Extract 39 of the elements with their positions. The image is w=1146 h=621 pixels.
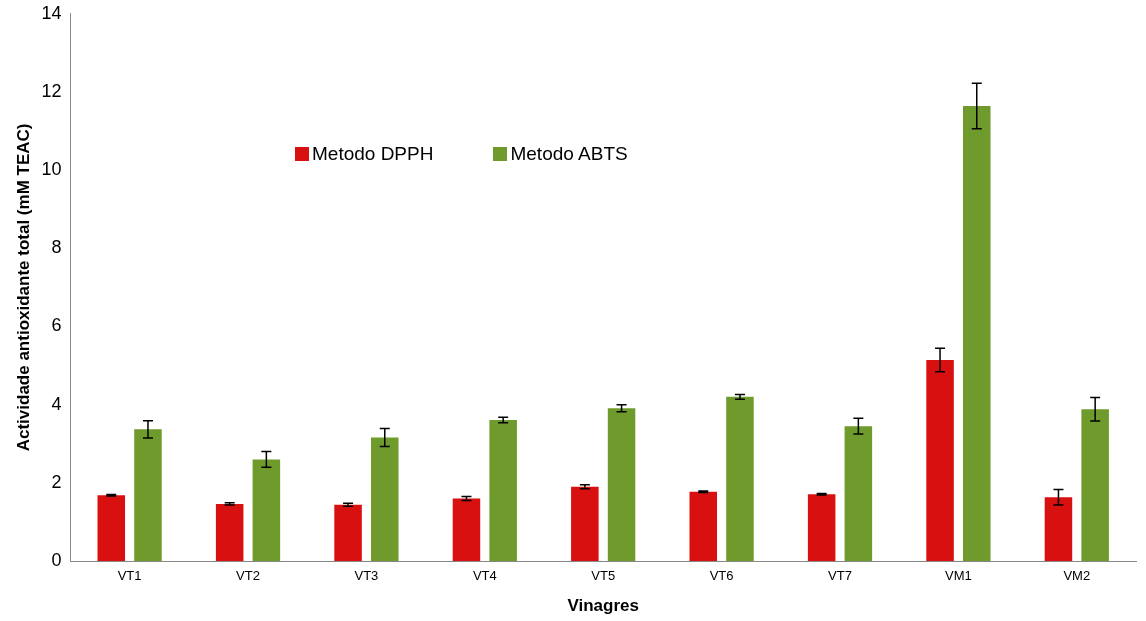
bar xyxy=(962,106,991,561)
bar xyxy=(371,437,399,561)
bar xyxy=(334,504,362,561)
y-tick-label: 6 xyxy=(51,315,62,336)
legend-label: Metodo ABTS xyxy=(509,143,628,165)
y-tick-label: 8 xyxy=(51,237,62,258)
bar xyxy=(807,494,836,561)
bar xyxy=(489,419,517,561)
x-tick-label: VT5 xyxy=(591,568,616,584)
bar xyxy=(571,486,599,561)
y-tick-label: 0 xyxy=(51,549,62,570)
y-axis-title: Actividade antioxidante total (mM TEAC) xyxy=(13,123,33,452)
x-tick-label: VT1 xyxy=(117,568,142,584)
legend-label: Metodo DPPH xyxy=(311,143,434,165)
bar xyxy=(726,396,754,561)
bar xyxy=(134,429,162,561)
x-tick-label: VT2 xyxy=(236,568,260,584)
bar xyxy=(689,491,718,561)
x-axis-title: Vinagres xyxy=(567,596,639,616)
y-tick-label: 12 xyxy=(41,80,62,101)
bar xyxy=(1044,497,1073,561)
bar xyxy=(452,498,481,561)
y-tick-label: 2 xyxy=(51,471,62,492)
bar xyxy=(844,426,873,561)
bar xyxy=(607,408,636,561)
bar xyxy=(1081,409,1109,561)
bar xyxy=(215,503,244,561)
x-tick-label: VT3 xyxy=(354,568,379,584)
y-tick-label: 14 xyxy=(41,2,62,23)
bar xyxy=(926,360,954,561)
y-tick-label: 4 xyxy=(51,393,62,414)
y-tick-label: 10 xyxy=(41,159,62,180)
x-tick-label: VT6 xyxy=(709,568,734,584)
x-tick-label: VM2 xyxy=(1063,568,1091,584)
x-tick-label: VM1 xyxy=(945,568,972,584)
bar xyxy=(252,459,281,561)
x-tick-label: VT4 xyxy=(472,568,497,584)
x-tick-label: VT7 xyxy=(828,568,852,584)
bar xyxy=(97,495,126,561)
